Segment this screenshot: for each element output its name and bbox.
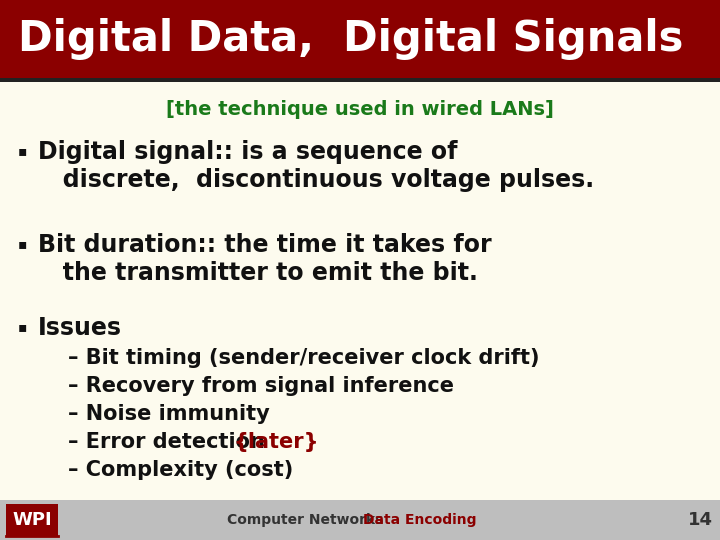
Text: Bit duration:: the time it takes for: Bit duration:: the time it takes for [38,233,492,257]
Text: the transmitter to emit the bit.: the transmitter to emit the bit. [38,261,478,285]
Text: Data Encoding: Data Encoding [364,513,477,527]
Text: – Complexity (cost): – Complexity (cost) [68,460,293,480]
Text: ▪: ▪ [17,320,27,334]
Text: WPI: WPI [12,511,52,529]
Text: {later}: {later} [233,432,318,452]
Text: [the technique used in wired LANs]: [the technique used in wired LANs] [166,100,554,119]
Bar [6,504,58,536]
Text: Computer Networks: Computer Networks [227,513,383,527]
Text: ▪: ▪ [17,237,27,251]
Text: 14: 14 [688,511,713,529]
Text: – Recovery from signal inference: – Recovery from signal inference [68,376,454,396]
Text: – Bit timing (sender/receiver clock drift): – Bit timing (sender/receiver clock drif… [68,348,539,368]
Bar [0,0,720,78]
Bar [0,78,720,82]
Text: – Noise immunity: – Noise immunity [68,404,270,424]
Text: Digital Data,  Digital Signals: Digital Data, Digital Signals [18,18,683,60]
Bar [0,78,720,500]
Bar [0,500,720,540]
Text: ▪: ▪ [17,144,27,158]
Text: – Error detection: – Error detection [68,432,287,452]
Text: discrete,  discontinuous voltage pulses.: discrete, discontinuous voltage pulses. [38,168,594,192]
Text: Digital signal:: is a sequence of: Digital signal:: is a sequence of [38,140,457,164]
Text: Issues: Issues [38,316,122,340]
